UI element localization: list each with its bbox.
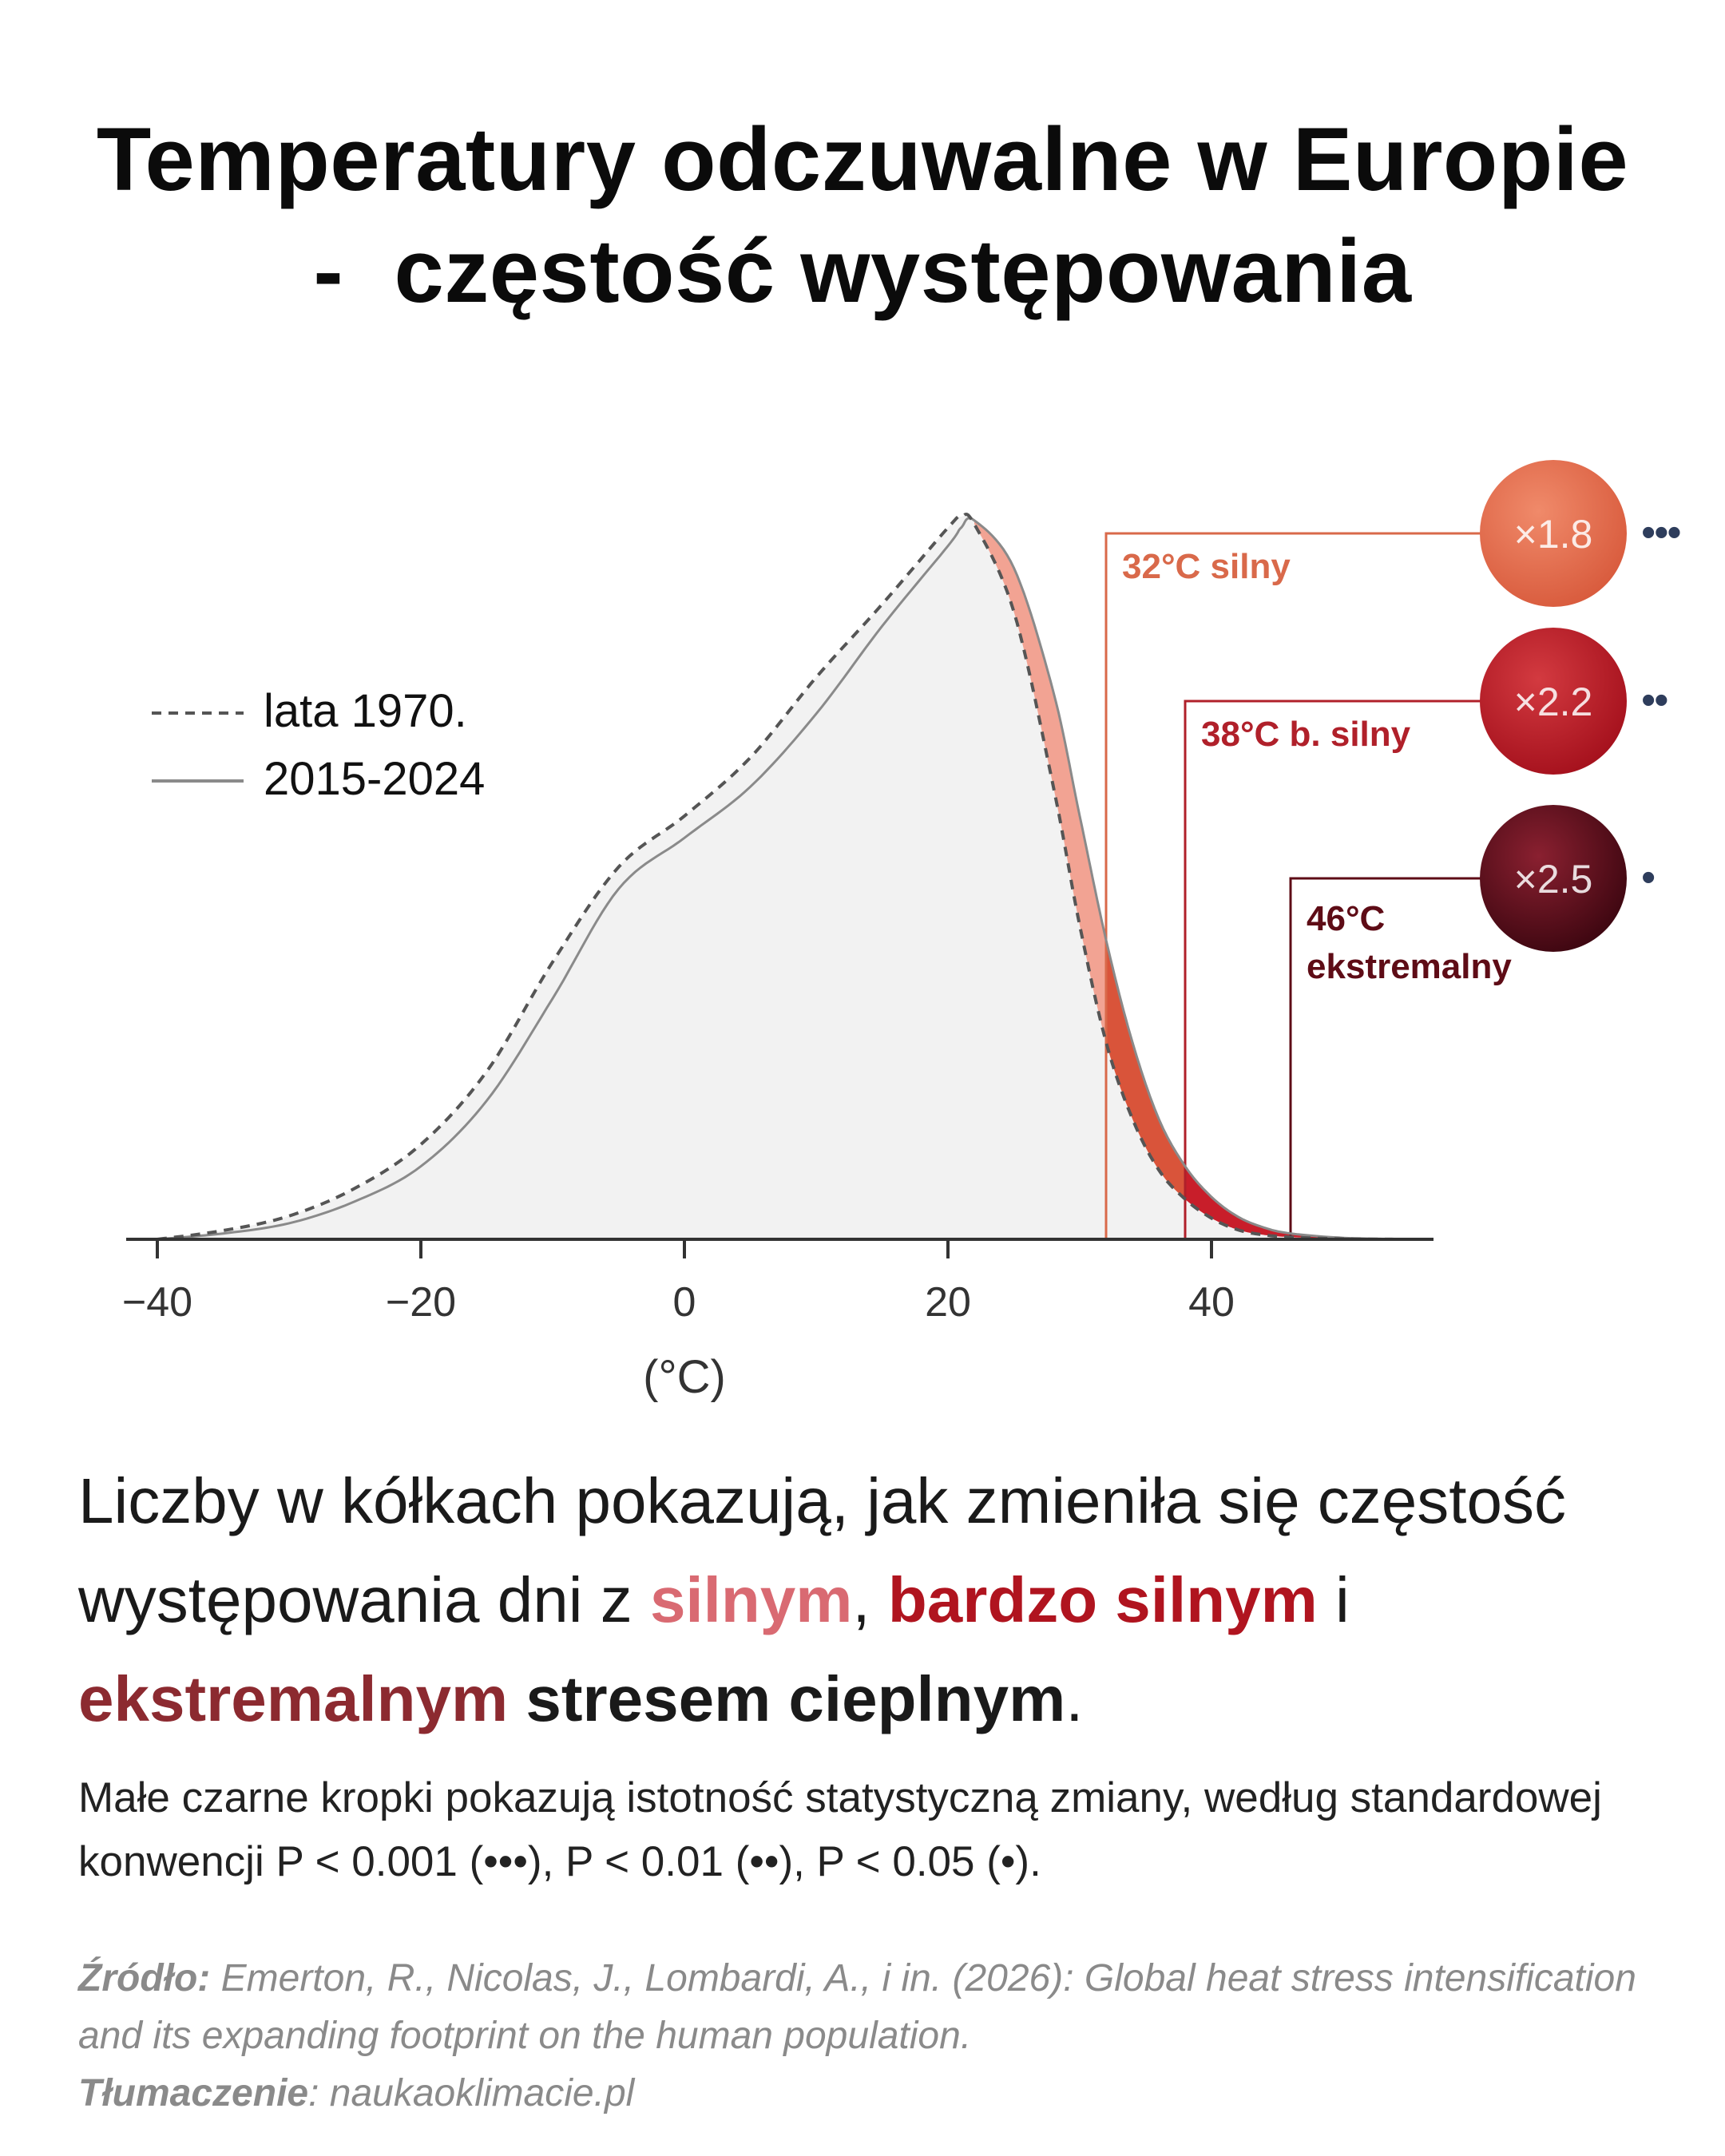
factor-label-2: ×2.2	[1514, 680, 1593, 724]
caption-word-silny: silnym	[649, 1564, 853, 1635]
source-text: Emerton, R., Nicolas, J., Lombardi, A., …	[78, 1957, 1636, 2057]
threshold-label-2: 38°C b. silny	[1201, 715, 1411, 754]
factor-label-3: ×2.5	[1514, 857, 1593, 902]
threshold-label-1: 32°C silny	[1122, 547, 1291, 586]
significance-dots-1: •••	[1641, 509, 1680, 556]
density-chart: 32°C silny 38°C b. silny 46°C ekstremalny −…	[122, 460, 1682, 1403]
x-tick-label-0: −40	[122, 1279, 192, 1326]
caption-text: Liczby w kółkach pokazują, jak zmieniła …	[78, 1465, 1567, 1635]
significance-dots-3: •	[1641, 854, 1655, 901]
caption-word-ekstremalny: ekstremalnym	[78, 1663, 509, 1734]
x-tick-label-2: 0	[673, 1279, 696, 1326]
caption-end: .	[1065, 1663, 1084, 1734]
x-tick-label-1: −20	[386, 1279, 456, 1326]
page-title: Temperatury odczuwalne w Europie - częst…	[0, 104, 1725, 327]
title-line-2: - częstość występowania	[313, 221, 1412, 321]
legend: lata 1970. 2015-2024	[152, 685, 485, 805]
x-tick-label-4: 40	[1188, 1279, 1235, 1326]
threshold-label-3b: ekstremalny	[1307, 947, 1512, 986]
factor-circles: ×1.8 ••• ×2.2 •• ×2.5 •	[1480, 460, 1682, 952]
caption: Liczby w kółkach pokazują, jak zmieniła …	[78, 1452, 1668, 1749]
difference-band-3	[1185, 1166, 1410, 1239]
threshold-line-2	[1184, 700, 1481, 1239]
factor-circle-1	[1480, 460, 1627, 607]
x-axis-label: (°C)	[643, 1351, 726, 1403]
factor-circle-3	[1480, 805, 1627, 952]
threshold-line-1	[1104, 532, 1481, 1239]
legend-label-1970s: lata 1970.	[264, 685, 467, 737]
threshold-group: 32°C silny 38°C b. silny 46°C ekstremalny	[1104, 532, 1512, 1239]
factor-circle-2	[1480, 628, 1627, 775]
series-line-1970s	[157, 512, 1410, 1241]
caption-sep-2: i	[1317, 1564, 1350, 1635]
source-note: Źródło: Emerton, R., Nicolas, J., Lombar…	[78, 1950, 1675, 2122]
series-lines-group	[157, 512, 1410, 1241]
caption-sep-3	[508, 1663, 525, 1734]
translation-label: Tłumaczenie	[78, 2072, 309, 2114]
caption-word-stres: stresem cieplnym	[525, 1663, 1066, 1734]
x-axis: −40 −20 0 20 40 (°C)	[122, 1238, 1434, 1403]
translation-text: : naukaoklimacie.pl	[308, 2072, 635, 2114]
caption-sep-1: ,	[852, 1564, 888, 1635]
threshold-label-3a: 46°C	[1307, 899, 1385, 938]
x-tick-label-3: 20	[925, 1279, 971, 1326]
caption-word-bardzo-silny: bardzo silnym	[887, 1564, 1318, 1635]
significance-dots-2: ••	[1641, 677, 1668, 723]
title-line-1: Temperatury odczuwalne w Europie	[96, 109, 1629, 209]
series-line-2015-2024	[157, 517, 1410, 1241]
legend-label-2015-2024: 2015-2024	[264, 753, 485, 805]
threshold-line-3	[1289, 877, 1481, 1239]
significance-note: Małe czarne kropki pokazują istotność st…	[78, 1774, 1602, 1885]
factor-label-1: ×1.8	[1514, 512, 1593, 557]
source-label: Źródło:	[78, 1957, 211, 1999]
area-fill	[157, 514, 1410, 1239]
area-fill-group	[157, 514, 1410, 1239]
